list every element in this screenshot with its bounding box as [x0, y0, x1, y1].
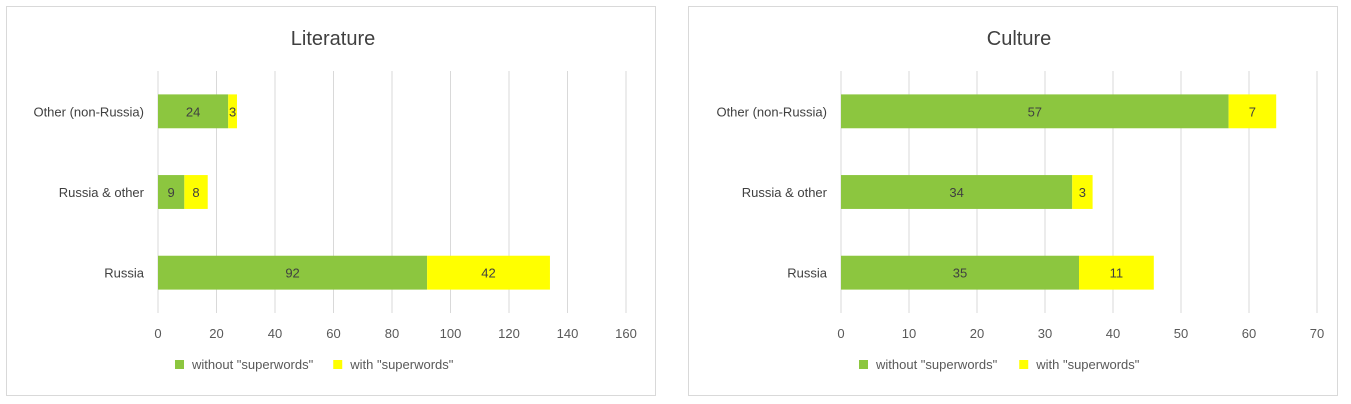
x-tick-label: 50: [1174, 326, 1188, 341]
legend-label: with "superwords": [349, 357, 454, 372]
x-tick-label: 120: [498, 326, 520, 341]
bar-segment-with-superwords: [427, 255, 550, 290]
bar-segment-without-superwords: [841, 255, 1079, 290]
bar-segment-without-superwords: [158, 175, 185, 209]
culture-chart: Culture 0 10 20 30 40 50 60 70 Other (non-Russia…: [716, 28, 1324, 372]
bar-segment-without-superwords: [841, 94, 1229, 129]
bar-segment-with-superwords: [1228, 94, 1277, 129]
x-tick-label: 100: [440, 326, 462, 341]
category-label: Russia & other: [59, 185, 145, 200]
data-label: 11: [1110, 266, 1124, 281]
bar-segment-with-superwords: [1079, 255, 1154, 290]
data-label: 92: [285, 266, 299, 281]
category-label: Other (non-Russia): [716, 104, 827, 119]
x-tick-label: 40: [1106, 326, 1120, 341]
bar-segment-with-superwords: [184, 175, 208, 209]
legend-swatch: [1019, 360, 1029, 369]
category-label: Russia & other: [742, 185, 828, 200]
data-label: 34: [949, 185, 963, 200]
category-label: Russia: [787, 266, 828, 281]
x-tick-label: 60: [326, 326, 340, 341]
x-tick-label: 80: [385, 326, 399, 341]
data-label: 9: [168, 185, 175, 200]
legend-label: without "superwords": [191, 357, 314, 372]
data-label: 8: [192, 185, 199, 200]
bar-segment-without-superwords: [158, 255, 428, 290]
data-label: 3: [229, 104, 236, 119]
bar-segment-without-superwords: [841, 175, 1073, 209]
x-tick-label: 40: [268, 326, 282, 341]
literature-chart-panel: Literature 0 20 40 60 80 100 120 140 160 Other (n…: [6, 6, 656, 396]
data-label: 42: [481, 266, 495, 281]
bar-segment-with-superwords: [1072, 175, 1093, 209]
bar-segment-with-superwords: [228, 94, 237, 129]
x-tick-label: 140: [557, 326, 579, 341]
x-tick-label: 10: [902, 326, 916, 341]
category-label: Other (non-Russia): [33, 104, 144, 119]
bar-segment-without-superwords: [158, 94, 229, 129]
x-tick-label: 60: [1242, 326, 1256, 341]
data-label: 7: [1249, 104, 1256, 119]
x-tick-label: 160: [615, 326, 637, 341]
legend-swatch: [175, 360, 184, 369]
x-tick-label: 20: [209, 326, 223, 341]
x-tick-label: 0: [837, 326, 844, 341]
data-label: 24: [186, 104, 200, 119]
chart-title: Culture: [987, 28, 1051, 50]
category-label: Russia: [104, 266, 145, 281]
x-tick-label: 0: [154, 326, 161, 341]
legend-label: with "superwords": [1035, 357, 1140, 372]
legend-label: without "superwords": [875, 357, 998, 372]
x-tick-label: 20: [970, 326, 984, 341]
legend-swatch: [859, 360, 868, 369]
chart-title: Literature: [291, 28, 376, 50]
data-label: 3: [1079, 185, 1086, 200]
culture-chart-panel: Culture 0 10 20 30 40 50 60 70 Other (non-Russia…: [688, 6, 1338, 396]
x-tick-label: 70: [1310, 326, 1324, 341]
x-tick-label: 30: [1038, 326, 1052, 341]
data-label: 35: [953, 266, 967, 281]
literature-chart: Literature 0 20 40 60 80 100 120 140 160 Other (n…: [33, 28, 637, 372]
legend-swatch: [333, 360, 343, 369]
data-label: 57: [1028, 104, 1042, 119]
